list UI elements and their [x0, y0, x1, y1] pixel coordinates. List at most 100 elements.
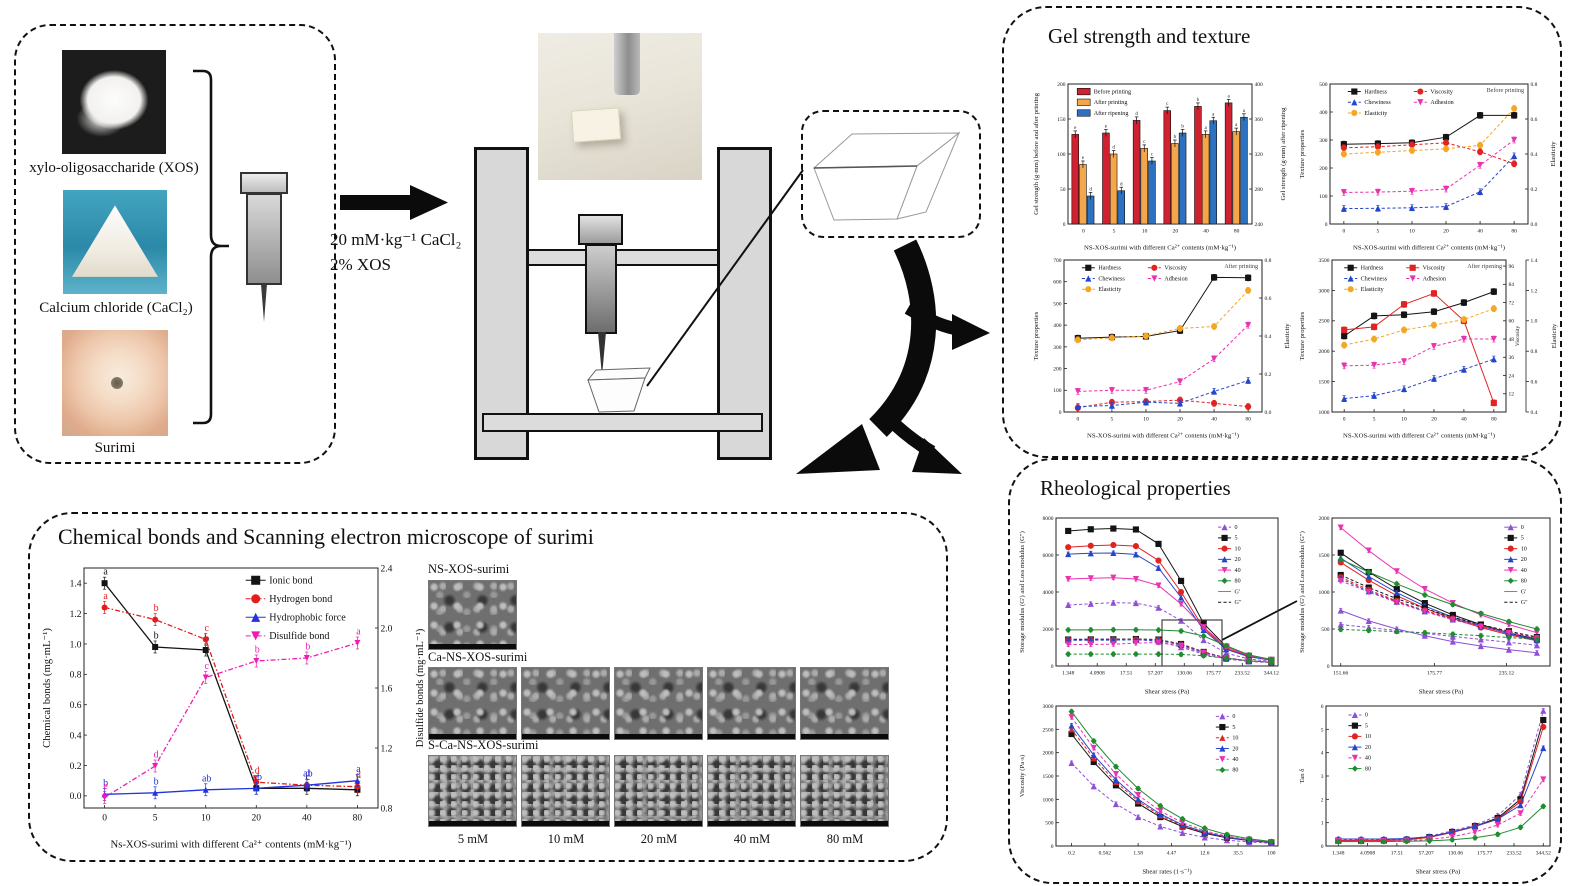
svg-text:5: 5	[1377, 229, 1380, 235]
svg-text:60: 60	[1509, 319, 1515, 325]
sem-image	[428, 667, 517, 740]
svg-text:20: 20	[1431, 417, 1437, 423]
svg-text:NS-XOS-surimi with different C: NS-XOS-surimi with different Ca²⁺ conten…	[1087, 433, 1239, 440]
svg-text:0: 0	[1365, 713, 1368, 719]
svg-text:1.58: 1.58	[1133, 851, 1143, 857]
svg-text:40: 40	[1365, 756, 1371, 762]
svg-text:Viscosity: Viscosity	[1423, 266, 1447, 272]
svg-text:2000: 2000	[1043, 627, 1054, 633]
svg-text:Adhesion: Adhesion	[1164, 276, 1187, 282]
svg-text:100: 100	[1267, 851, 1276, 857]
svg-text:130.06: 130.06	[1177, 671, 1192, 677]
svg-text:80: 80	[353, 814, 363, 824]
svg-text:0.6: 0.6	[70, 701, 82, 711]
sem-image	[614, 667, 703, 740]
svg-text:Shear stress (Pa): Shear stress (Pa)	[1419, 689, 1464, 696]
svg-text:0.8: 0.8	[70, 671, 82, 681]
svg-text:G′: G′	[1235, 589, 1241, 595]
svg-text:1500: 1500	[1319, 553, 1330, 559]
svg-text:0: 0	[1232, 714, 1235, 720]
svg-text:1.2: 1.2	[381, 744, 393, 754]
product-frustum-icon	[812, 131, 961, 221]
svg-text:1500: 1500	[1319, 380, 1330, 386]
svg-text:150: 150	[1057, 117, 1066, 123]
svg-text:d: d	[1112, 145, 1115, 151]
sem-image	[800, 755, 889, 827]
svg-text:0.562: 0.562	[1099, 851, 1112, 857]
chemical-panel-title: Chemical bonds and Scanning electron mic…	[58, 524, 594, 549]
svg-text:200: 200	[1319, 166, 1328, 172]
rheology-panel	[1008, 458, 1562, 884]
svg-text:36: 36	[1509, 355, 1515, 361]
svg-text:20: 20	[1365, 745, 1371, 751]
pointer-line	[646, 169, 804, 387]
svg-text:0.4: 0.4	[1531, 410, 1538, 416]
svg-text:0.6: 0.6	[1265, 296, 1272, 302]
svg-text:After ripening: After ripening	[1094, 110, 1129, 117]
chart-texture-after-printing: 0 100 200 300 400 500 600 700 0.0 0.2 0.4 0.6 0.8 0 5 1…	[1030, 254, 1292, 440]
svg-text:500: 500	[1319, 82, 1328, 88]
surimi-label: Surimi	[94, 440, 136, 456]
svg-text:40: 40	[1232, 757, 1238, 763]
mixture-line1: 20 mM·kg⁻¹ CaCl₂	[330, 230, 462, 249]
svg-text:b: b	[255, 645, 260, 656]
svg-text:c: c	[1151, 152, 1154, 158]
mixture-text: 20 mM·kg⁻¹ CaCl₂ 2% XOS	[330, 227, 461, 277]
svg-text:0: 0	[1327, 664, 1330, 670]
svg-text:Storage modulus (G′) and Loss: Storage modulus (G′) and Loss modulus (G…	[1019, 531, 1026, 653]
svg-text:2500: 2500	[1319, 319, 1330, 325]
svg-text:2000: 2000	[1319, 349, 1330, 355]
svg-text:0.4: 0.4	[1531, 152, 1538, 158]
svg-text:35.5: 35.5	[1233, 851, 1243, 857]
svg-text:80: 80	[1234, 229, 1240, 235]
svg-text:100: 100	[1319, 194, 1328, 200]
svg-text:500: 500	[1321, 627, 1330, 633]
svg-text:Hardness: Hardness	[1098, 266, 1121, 272]
printer-crossbar	[527, 249, 719, 266]
svg-text:400: 400	[1255, 82, 1264, 88]
svg-text:20: 20	[1235, 557, 1241, 563]
svg-text:20: 20	[1177, 417, 1183, 423]
svg-text:G″: G″	[1235, 600, 1242, 606]
svg-text:1.4: 1.4	[70, 580, 82, 590]
svg-text:57.207: 57.207	[1148, 671, 1163, 677]
svg-text:0.8: 0.8	[1531, 82, 1538, 88]
svg-text:0.2: 0.2	[1265, 372, 1272, 378]
svg-text:80: 80	[1365, 766, 1371, 772]
svg-text:2500: 2500	[1043, 727, 1054, 733]
svg-text:80: 80	[1232, 768, 1238, 774]
svg-text:2: 2	[1321, 797, 1324, 803]
svg-text:0: 0	[1343, 417, 1346, 423]
svg-text:0: 0	[1082, 229, 1085, 235]
svg-text:a: a	[1235, 122, 1238, 128]
svg-text:17.51: 17.51	[1120, 671, 1133, 677]
svg-text:NS-XOS-surimi with different C: NS-XOS-surimi with different Ca²⁺ conten…	[1353, 245, 1505, 252]
svg-text:4.0908: 4.0908	[1090, 671, 1105, 677]
svg-text:b: b	[154, 630, 159, 641]
svg-text:0.0: 0.0	[1265, 410, 1272, 416]
svg-text:NS-XOS-surimi with different C: NS-XOS-surimi with different Ca²⁺ conten…	[1343, 433, 1495, 440]
gel-strength-panel	[1002, 6, 1562, 458]
svg-text:1.4: 1.4	[1531, 258, 1538, 264]
svg-text:240: 240	[1255, 222, 1264, 228]
svg-text:Viscosity: Viscosity	[1430, 89, 1454, 95]
svg-text:20: 20	[1232, 746, 1238, 752]
svg-text:72: 72	[1509, 300, 1515, 306]
sem-image	[707, 755, 796, 827]
chart-tan-delta-vs-shear-stress: 0 1 2 3 4 5 6 1.348 4.0908 17.51 57.207 130.06 175.7…	[1296, 700, 1558, 876]
printing-photo	[538, 33, 702, 180]
chart-texture-before-printing: 0 100 200 300 400 500 0.0 0.2 0.4 0.6 0.8 0 5 10 20 40 8…	[1296, 78, 1558, 252]
svg-text:1000: 1000	[1043, 797, 1054, 803]
svg-text:6: 6	[1321, 704, 1324, 710]
svg-text:10: 10	[1401, 417, 1407, 423]
svg-text:c: c	[255, 772, 260, 783]
svg-text:0: 0	[1063, 222, 1066, 228]
svg-text:280: 280	[1255, 187, 1264, 193]
svg-text:233.52: 233.52	[1235, 671, 1250, 677]
svg-text:40: 40	[302, 814, 312, 824]
svg-text:0: 0	[1235, 525, 1238, 531]
svg-text:80: 80	[1245, 417, 1251, 423]
svg-text:5: 5	[1235, 536, 1238, 542]
svg-text:1: 1	[1321, 821, 1324, 827]
svg-text:c: c	[306, 772, 311, 783]
